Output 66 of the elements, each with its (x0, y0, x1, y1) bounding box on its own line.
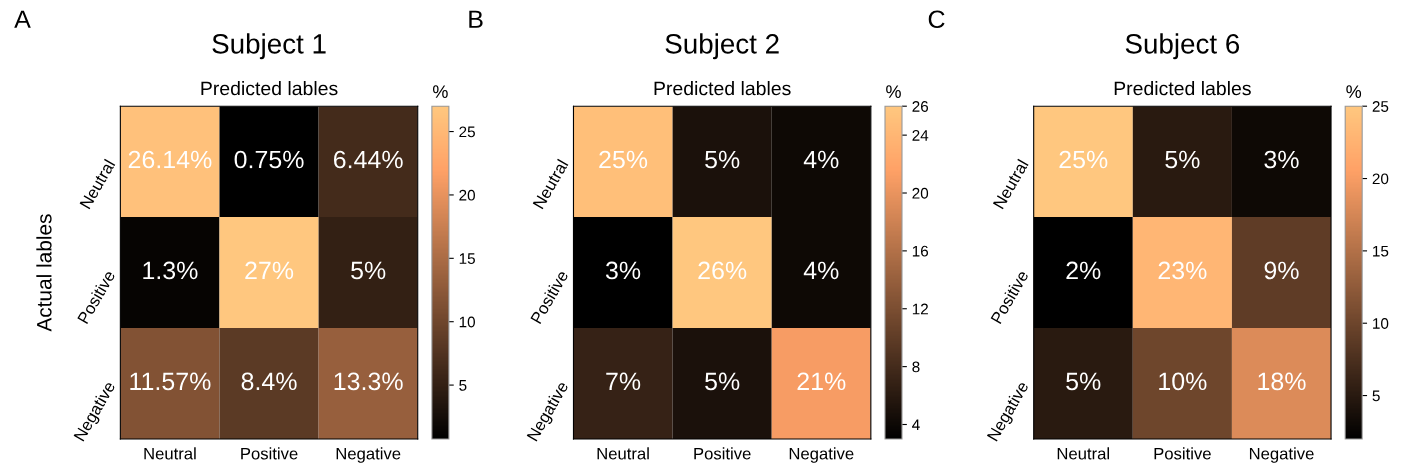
text: A (14, 10, 31, 28)
data-label: 3% (605, 261, 641, 280)
color-bar-label: 20 (459, 189, 475, 201)
x-tick-label: Positive (1154, 447, 1211, 460)
data-label: 4% (803, 261, 839, 280)
data-label: 5% (1165, 150, 1200, 169)
color-bar-title: % (432, 85, 448, 98)
color-bar-label: 8 (912, 361, 920, 373)
data-label: 18% (1258, 372, 1306, 391)
chart-title: Subject 1 (212, 33, 326, 60)
color-bar-label: 20 (1372, 173, 1389, 185)
data-label: 10% (1159, 372, 1207, 391)
data-label: 27% (245, 261, 294, 280)
color-bar-label: 4 (912, 419, 920, 431)
chart-title: Subject 2 (665, 33, 779, 60)
color-bar-label: 20 (912, 187, 929, 199)
x-axis-title: Predicted lables (1114, 81, 1251, 96)
data-label: 21% (797, 372, 846, 391)
color-bar-label: 15 (459, 253, 475, 265)
x-tick-label: Neutral (597, 447, 649, 460)
data-label: 4% (803, 150, 839, 169)
color-bar-label: 10 (459, 316, 475, 328)
x-tick-label: Negative (789, 447, 854, 463)
data-label: 5% (1066, 372, 1101, 391)
color-bar-label: 5 (459, 380, 467, 391)
text: B (469, 10, 483, 28)
x-tick-label: Positive (241, 447, 298, 460)
data-label: 8.4% (241, 372, 297, 391)
x-tick-label: Negative (336, 447, 401, 463)
data-label: 2% (1066, 261, 1101, 280)
data-label: 1.3% (143, 261, 198, 280)
color-bar-label: 10 (1373, 318, 1389, 329)
x-tick-label: Negative (1249, 447, 1314, 463)
data-label: 9% (1264, 261, 1299, 280)
data-label: 26% (698, 261, 747, 280)
color-bar-label: 25 (459, 126, 475, 138)
text: C (928, 10, 945, 29)
color-bar-title: % (886, 85, 901, 98)
data-label: 11.57% (130, 372, 211, 391)
color-bar-label: 24 (912, 130, 929, 141)
color-bar-label: 5 (1372, 390, 1380, 402)
color-bar-title: % (1346, 85, 1362, 98)
x-tick-label: Positive (694, 447, 751, 460)
data-label: 6.44% (333, 150, 403, 169)
x-axis-title: Predicted lables (654, 81, 791, 96)
color-bar-label: 15 (1373, 245, 1389, 257)
y-axis-title: Actual lables (36, 214, 52, 332)
data-label: 25% (1059, 150, 1108, 169)
color-bar-label: 16 (912, 245, 929, 257)
color-bar-label: 12 (912, 303, 928, 315)
data-label: 23% (1158, 261, 1207, 280)
data-label: 13.3% (334, 372, 403, 391)
data-label: 5% (705, 150, 740, 169)
x-tick-label: Neutral (144, 447, 196, 460)
color-bar-label: 25 (1372, 101, 1389, 112)
x-tick-label: Neutral (1057, 447, 1109, 460)
data-label: 3% (1264, 150, 1299, 169)
chart-title: Subject 6 (1125, 33, 1240, 60)
x-axis-title: Predicted lables (201, 81, 338, 96)
data-label: 7% (606, 372, 641, 391)
data-label: 5% (351, 261, 386, 280)
color-bar-label: 26 (912, 101, 929, 112)
data-label: 26.14% (128, 150, 212, 169)
data-label: 0.75% (234, 150, 304, 169)
data-label: 5% (705, 372, 740, 391)
data-label: 25% (599, 150, 648, 169)
